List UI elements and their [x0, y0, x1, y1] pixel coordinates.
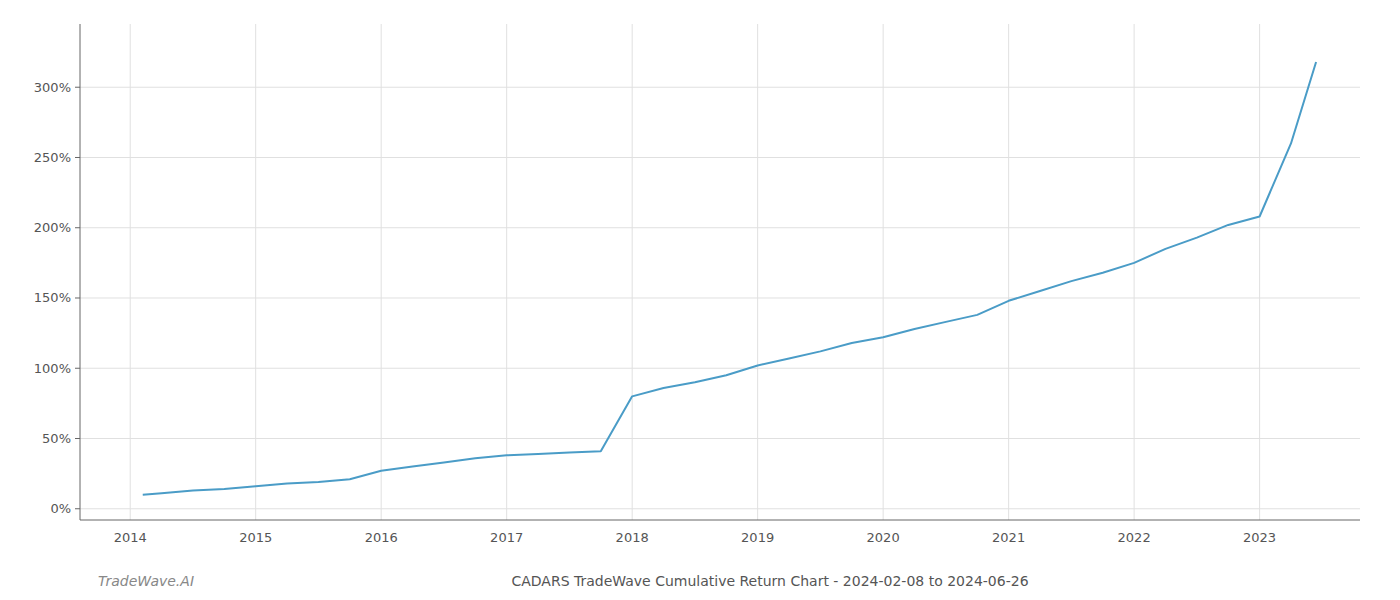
y-tick-mark [75, 227, 80, 228]
x-grid-line [1008, 24, 1009, 520]
y-tick-mark [75, 297, 80, 298]
y-tick-mark [75, 368, 80, 369]
x-tick-label: 2020 [867, 530, 900, 545]
x-tick-label: 2018 [616, 530, 649, 545]
x-tick-label: 2014 [114, 530, 147, 545]
y-tick-label: 0% [50, 501, 71, 516]
plot-area [143, 62, 1316, 495]
background [0, 0, 1400, 600]
x-tick-label: 2016 [365, 530, 398, 545]
x-grid-line [130, 24, 131, 520]
x-grid-line [506, 24, 507, 520]
y-grid-line [80, 297, 1360, 298]
y-tick-label: 250% [34, 150, 71, 165]
x-grid-line [632, 24, 633, 520]
y-axis-line [80, 24, 81, 520]
y-tick-mark [75, 508, 80, 509]
y-tick-label: 200% [34, 220, 71, 235]
y-tick-mark [75, 87, 80, 88]
y-tick-label: 150% [34, 290, 71, 305]
y-grid-line [80, 438, 1360, 439]
x-tick-label: 2017 [490, 530, 523, 545]
x-axis-line [80, 520, 1360, 521]
axes: 2014 2015 2016 2017 2018 2019 2020 2021 2022 2023… [34, 24, 1360, 545]
x-tick-label: 2015 [239, 530, 272, 545]
title: CADARS TradeWave Cumulative Return Chart… [511, 573, 1028, 589]
y-tick-mark [75, 438, 80, 439]
x-grid-line [381, 24, 382, 520]
chart-container: 2014 2015 2016 2017 2018 2019 2020 2021 2022 2023… [0, 0, 1400, 600]
y-grid-line [80, 227, 1360, 228]
watermark: TradeWave.AI [98, 573, 194, 589]
chart-svg: 2014 2015 2016 2017 2018 2019 2020 2021 2022 2023… [0, 0, 1400, 600]
y-grid-line [80, 157, 1360, 158]
y-grid-line [80, 87, 1360, 88]
y-tick-label: 300% [34, 80, 71, 95]
x-tick-label: 2021 [992, 530, 1025, 545]
x-tick-label: 2019 [741, 530, 774, 545]
y-grid-line [80, 368, 1360, 369]
x-grid-line [757, 24, 758, 520]
grid [80, 24, 1360, 520]
y-tick-label: 50% [42, 431, 71, 446]
x-grid-line [1259, 24, 1260, 520]
y-tick-mark [75, 157, 80, 158]
x-grid-line [1134, 24, 1135, 520]
y-tick-label: 100% [34, 361, 71, 376]
x-grid-line [255, 24, 256, 520]
x-tick-label: 2022 [1118, 530, 1151, 545]
data-line [143, 62, 1316, 495]
x-grid-line [883, 24, 884, 520]
y-grid-line [80, 508, 1360, 509]
x-tick-label: 2023 [1243, 530, 1276, 545]
